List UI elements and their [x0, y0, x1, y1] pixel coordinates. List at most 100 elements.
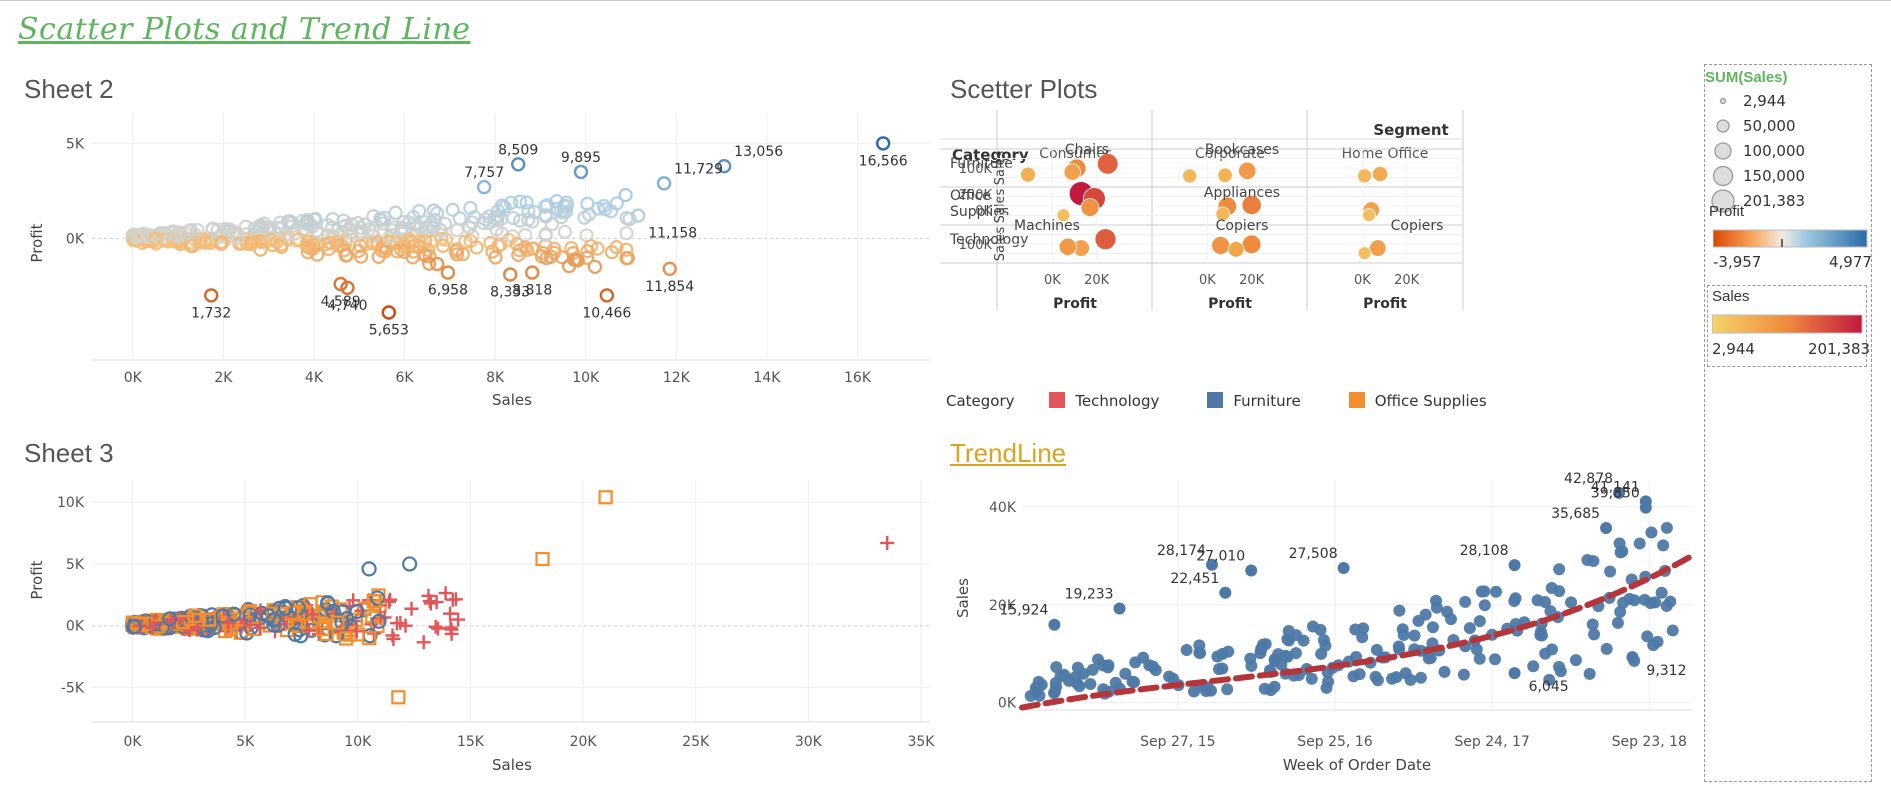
category-label: Supplies	[950, 204, 1009, 220]
trend-point	[1641, 630, 1654, 643]
sheet2-chart[interactable]: Sales Profit 0K 2K 4K 6K 8K 10K 12K 14K 16K 5K 0K 1…	[0, 105, 940, 415]
sheet2-point	[662, 261, 677, 277]
size-legend-label: 2,944	[1743, 92, 1786, 110]
sheet2-data-label: 11,729	[674, 161, 723, 177]
trend-point	[1216, 662, 1229, 675]
category-legend-swatch	[1049, 392, 1066, 408]
trend-point	[1426, 621, 1439, 634]
sheet2-point	[134, 228, 150, 244]
sheet2-point	[511, 157, 526, 172]
category-legend-item[interactable]: Technology	[1049, 392, 1169, 410]
trend-point	[1396, 623, 1409, 636]
sheet2-point	[538, 208, 553, 223]
sheet2-point	[596, 198, 611, 214]
trend-point	[1600, 642, 1613, 655]
sheet2-x-tick-label: 4K	[305, 370, 324, 386]
grid-point	[1369, 239, 1387, 257]
sheet2-point	[465, 215, 480, 230]
sheet2-point	[580, 244, 595, 259]
trend-point	[1279, 649, 1292, 662]
trend-point	[1470, 643, 1483, 656]
sheet2-point	[386, 220, 401, 235]
trend-x-tick-label: Sep 24, 17	[1454, 734, 1529, 750]
trend-point	[1205, 558, 1218, 571]
sheet2-point	[483, 235, 498, 251]
sheet2-point	[287, 226, 303, 241]
trend-point	[1611, 616, 1624, 629]
segment-grid-chart[interactable]: Segment Category Consumer Corporate Home O…	[940, 110, 1700, 380]
row-tick-label: 0K	[975, 204, 992, 219]
trend-data-label: 28,174	[1157, 543, 1206, 559]
trend-point	[1527, 660, 1540, 673]
size-legend-label: 150,000	[1743, 167, 1805, 185]
sheet2-data-label: 11,158	[648, 226, 697, 242]
category-legend-item[interactable]: Furniture	[1207, 392, 1310, 410]
sheet2-point	[343, 229, 358, 244]
sheet2-point	[205, 222, 220, 237]
trend-point	[1347, 670, 1360, 683]
sheet3-point-technology	[444, 626, 459, 641]
sheet3-point-office-supplies	[391, 690, 406, 705]
grid-point	[1241, 234, 1262, 255]
trend-point	[1275, 658, 1288, 671]
trendline-chart[interactable]: Week of Order Date Sales 40K 20K 0K Sep 27,…	[940, 470, 1700, 792]
segment-label: Home Office	[1342, 146, 1429, 162]
grid-point	[1357, 168, 1372, 184]
grid-annotation: Appliances	[1204, 185, 1280, 201]
sheet2-point	[445, 202, 460, 217]
sheet3-point-office-supplies	[201, 612, 217, 627]
trend-point	[1586, 618, 1599, 631]
category-legend-item[interactable]: Office Supplies	[1348, 392, 1497, 410]
trend-data-label: 6,045	[1529, 679, 1569, 695]
sheet3-ylabel: Profit	[28, 560, 46, 599]
trend-point	[1508, 667, 1521, 680]
trend-point	[1438, 665, 1451, 678]
trend-point	[1086, 663, 1099, 676]
sheet2-point	[503, 267, 518, 282]
sheet2-point	[519, 195, 534, 210]
size-legend-label: 100,000	[1743, 142, 1805, 160]
trend-data-label: 39,850	[1591, 486, 1640, 502]
trend-data-label: 42,878	[1564, 471, 1613, 487]
sheet3-y-tick-label: 5K	[66, 557, 85, 573]
trend-data-label: 35,685	[1551, 506, 1600, 522]
category-header: Category	[952, 146, 1029, 164]
row-tick-label: 200K	[959, 188, 993, 203]
trend-x-tick-label: Sep 23, 18	[1612, 734, 1687, 750]
trend-point	[1219, 586, 1232, 599]
trend-ylabel: Sales	[954, 578, 972, 618]
sheet3-point-furniture	[126, 619, 142, 635]
trend-point	[1531, 594, 1544, 607]
sheet2-x-tick-label: 8K	[486, 370, 505, 386]
sheet2-point	[300, 245, 316, 260]
sheet3-point-office-supplies	[357, 601, 372, 616]
sheet2-point	[423, 234, 439, 249]
sheet2-point	[512, 213, 528, 228]
grid-point	[1217, 167, 1233, 183]
sheet3-point-technology	[443, 606, 458, 621]
sheet2-point	[426, 203, 442, 218]
sheet3-point-technology	[404, 601, 419, 616]
sheet2-data-label: 8,818	[512, 283, 552, 299]
trend-point	[1204, 684, 1217, 697]
sheet3-chart[interactable]: Sales Profit 0K 5K 10K 15K 20K 25K 30K 35K 10K 5K…	[0, 470, 940, 792]
trend-point	[1386, 672, 1399, 685]
category-legend-items: Technology Furniture Office Supplies	[1029, 392, 1506, 410]
sheet2-x-tick-label: 6K	[396, 370, 415, 386]
sheet2-x-tick-label: 14K	[753, 370, 781, 386]
segment-header: Segment	[1373, 121, 1448, 139]
trend-point	[1478, 599, 1491, 612]
trendline-title[interactable]: TrendLine	[950, 438, 1067, 468]
sheet2-point	[238, 219, 253, 234]
size-legend-label: 201,383	[1743, 192, 1805, 210]
sheet2-point	[299, 238, 314, 253]
trend-point	[1441, 605, 1454, 618]
sheet3-point-furniture	[349, 603, 365, 620]
size-legend-circle	[1712, 165, 1734, 187]
sheet3-point-furniture	[402, 556, 418, 572]
sheet2-point	[656, 176, 672, 191]
sheet3-point-technology	[349, 624, 364, 639]
trend-point	[1113, 602, 1126, 615]
sheet2-data-label: 5,653	[369, 323, 409, 339]
sheet2-point	[493, 237, 508, 252]
